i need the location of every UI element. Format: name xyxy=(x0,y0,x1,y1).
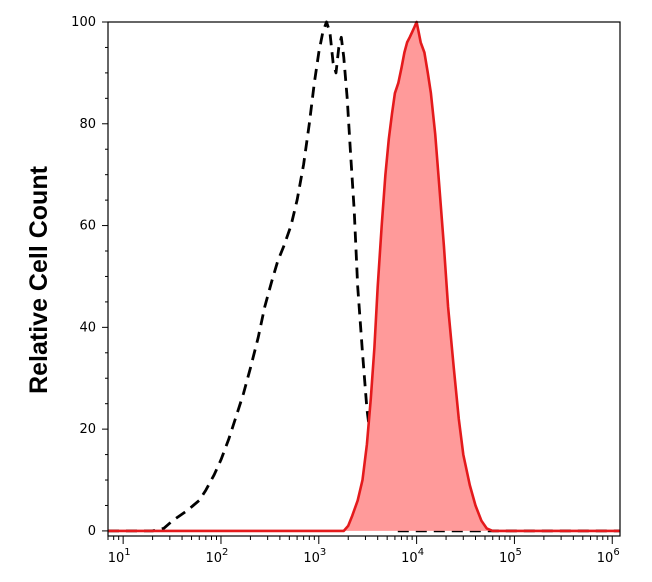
series-line-1 xyxy=(108,20,620,533)
series-fill-1 xyxy=(343,22,493,531)
x-tick-label: 101 xyxy=(108,547,131,566)
plot-frame xyxy=(107,21,621,537)
y-axis-label: Relative Cell Count xyxy=(25,165,53,393)
series-layer xyxy=(108,20,620,533)
x-tick-label: 103 xyxy=(303,547,326,566)
y-tick-label: 40 xyxy=(79,320,96,335)
y-tick-label: 80 xyxy=(79,117,96,132)
x-tick-label: 104 xyxy=(401,547,424,566)
y-tick-label: 100 xyxy=(71,15,96,30)
x-axis: 101 102 103 104 105 106 xyxy=(107,536,620,566)
x-tick-label: 102 xyxy=(206,547,229,566)
y-tick-label: 60 xyxy=(79,219,96,234)
y-axis: 0 20 40 60 80 100 xyxy=(71,15,108,539)
y-tick-label: 0 xyxy=(88,524,96,539)
x-tick-label: 105 xyxy=(499,547,522,566)
series-line-0 xyxy=(108,20,620,533)
y-tick-label: 20 xyxy=(79,422,96,437)
x-tick-label: 106 xyxy=(597,547,620,566)
